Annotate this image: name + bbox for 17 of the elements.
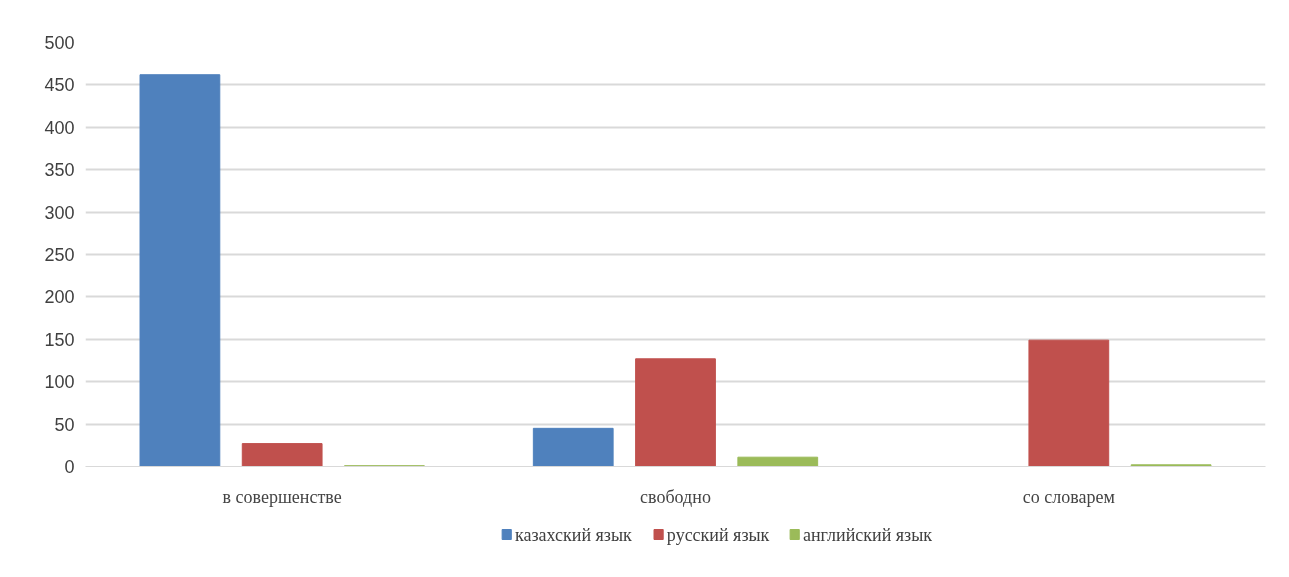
y-tick-label: 100 bbox=[44, 372, 75, 393]
y-tick-label: 200 bbox=[44, 287, 75, 308]
y-tick-label: 450 bbox=[44, 75, 75, 96]
legend-label: русский язык bbox=[666, 524, 770, 545]
y-tick-label: 400 bbox=[44, 117, 75, 138]
legend-label: английский язык bbox=[802, 524, 933, 545]
y-tick-label: 300 bbox=[44, 202, 75, 223]
x-tick-label: в совершенстве bbox=[222, 486, 342, 507]
y-tick-label: 150 bbox=[44, 329, 75, 350]
x-tick-label: со словарем bbox=[1022, 486, 1115, 507]
y-tick-label: 250 bbox=[44, 245, 75, 265]
x-tick-label: свободно bbox=[640, 486, 711, 507]
y-tick-label: 50 bbox=[54, 414, 75, 435]
y-tick-label: 0 bbox=[64, 457, 75, 477]
y-tick-label: 500 bbox=[44, 33, 75, 53]
legend-label: казахский язык bbox=[514, 524, 633, 545]
y-tick-label: 350 bbox=[44, 160, 75, 181]
